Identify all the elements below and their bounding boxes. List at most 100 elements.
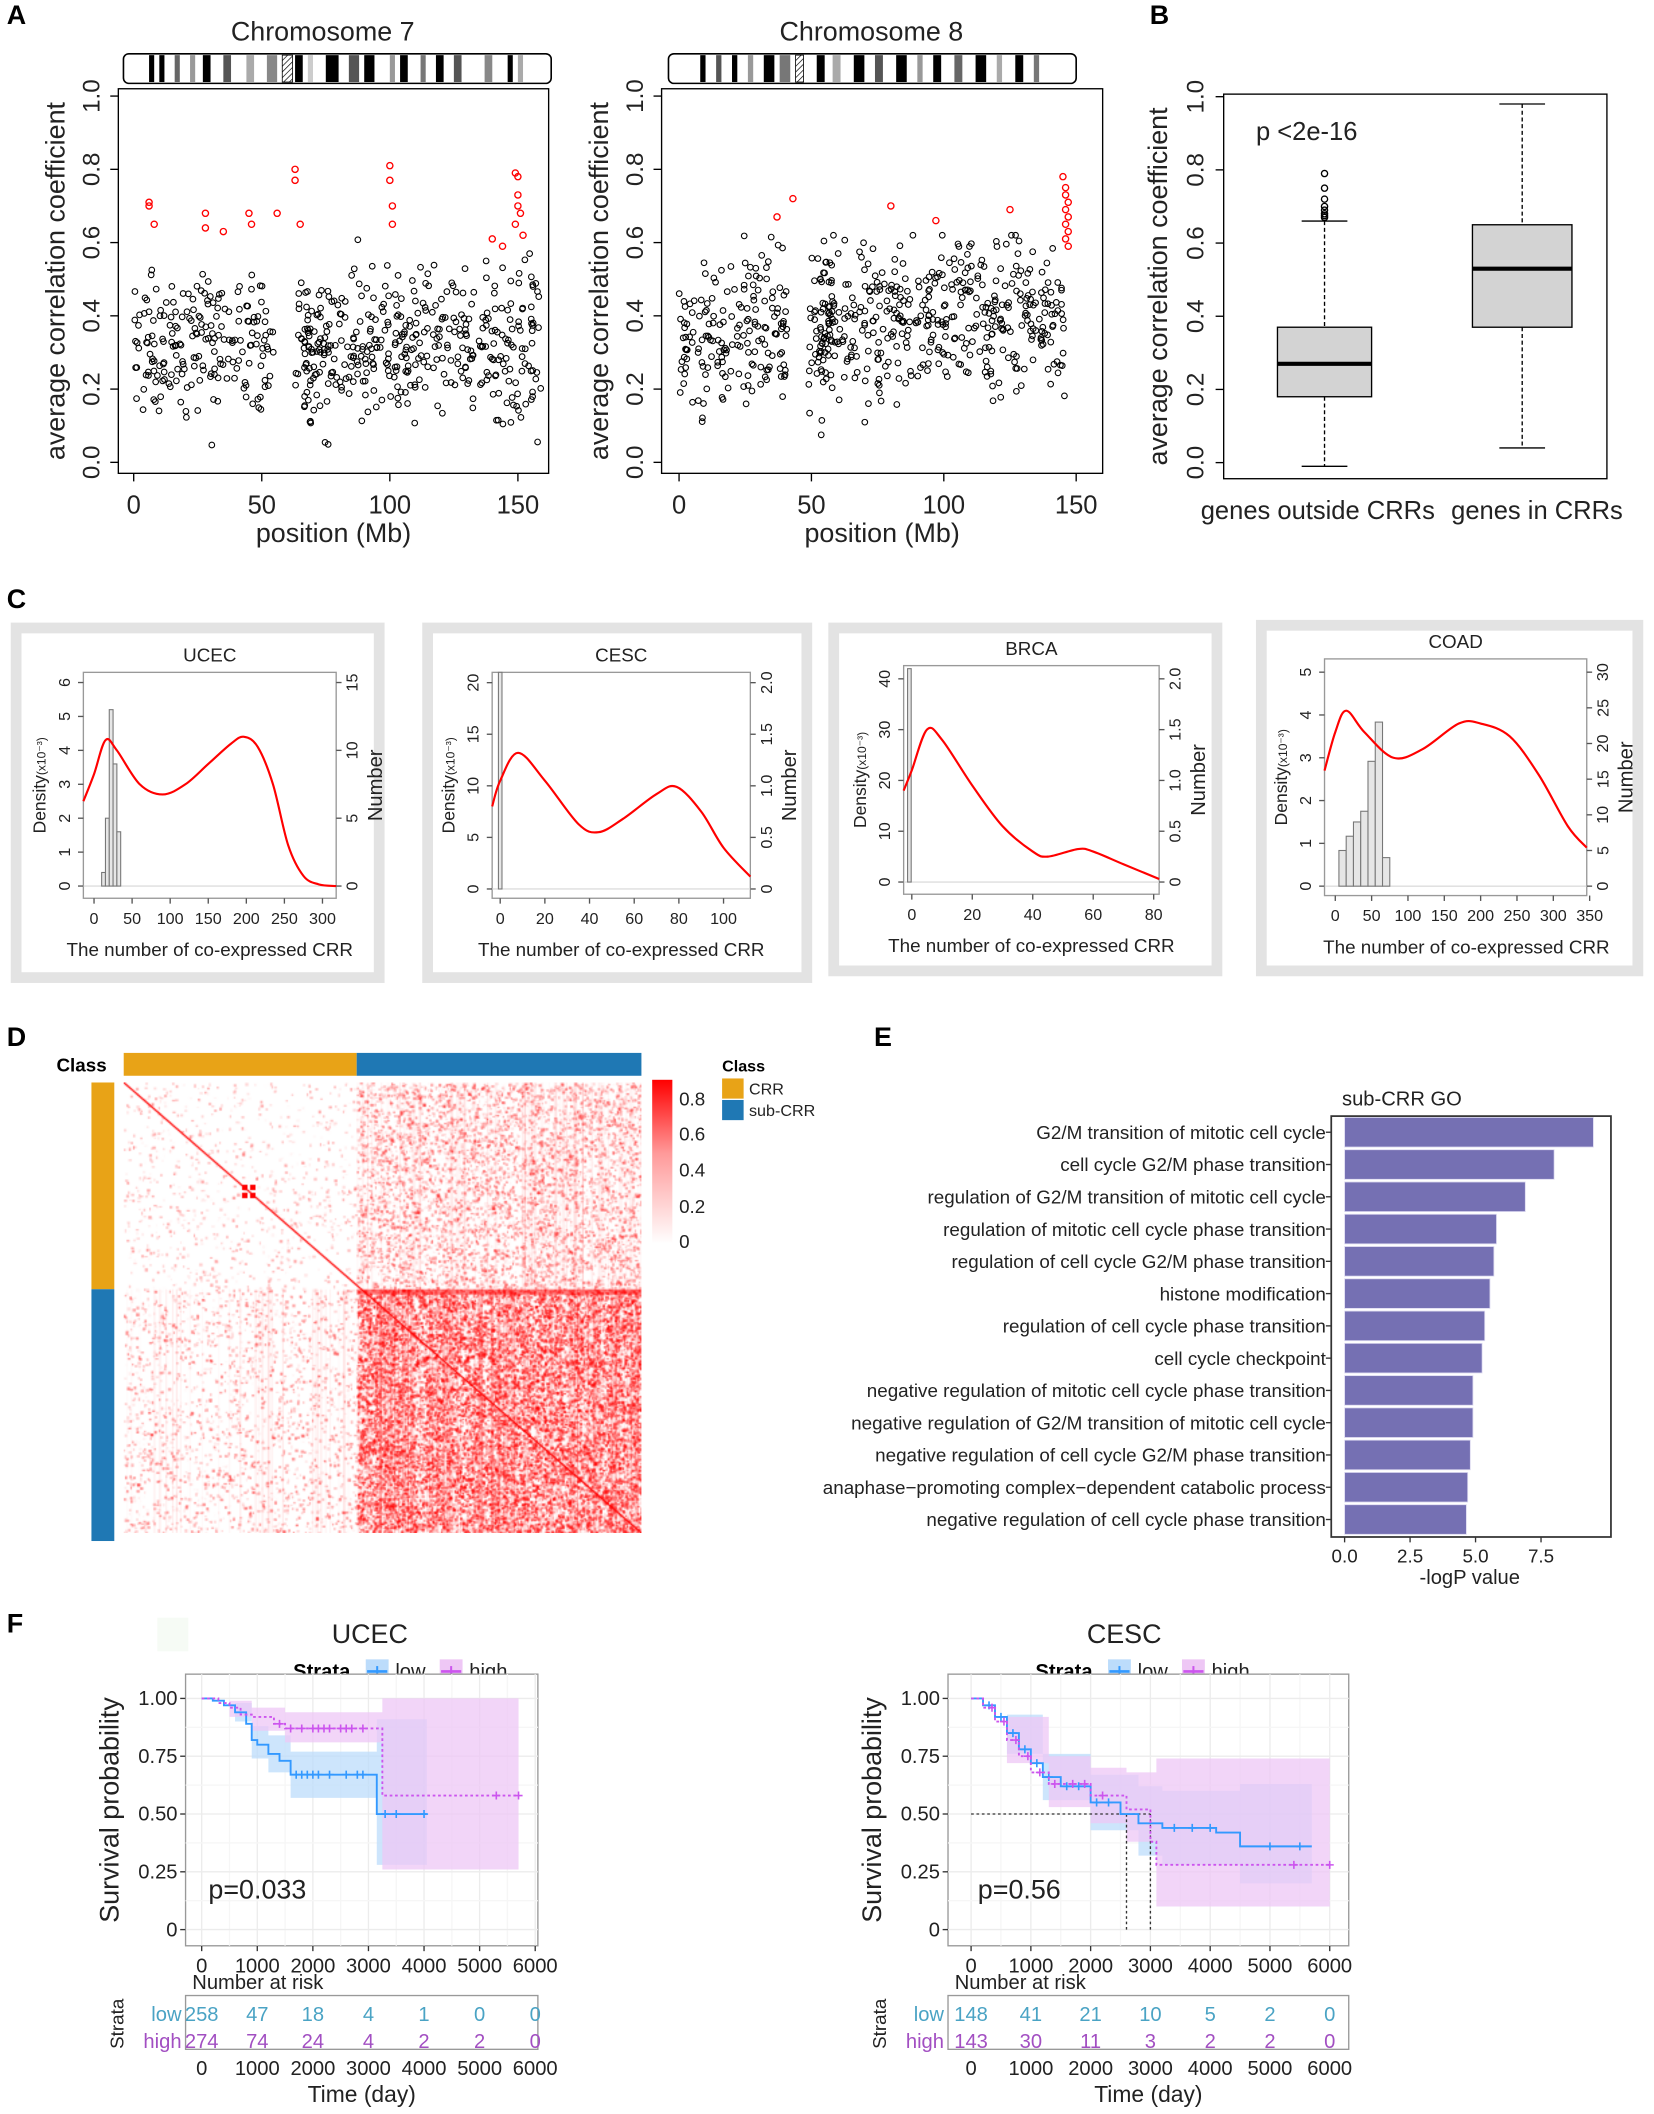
gene-point: [390, 373, 398, 381]
gene-point: [233, 365, 241, 372]
panel-label: C: [7, 584, 26, 614]
gene-point: [295, 300, 303, 308]
gene-point: [223, 375, 231, 382]
gene-point: [827, 371, 835, 379]
gene-point: [423, 352, 431, 360]
gene-point: [317, 304, 324, 312]
gene-point: [834, 250, 842, 257]
gene-point: [157, 393, 165, 401]
gene-point: [1048, 310, 1056, 318]
gene-point: [817, 326, 825, 333]
gene-point: [995, 379, 1003, 387]
ideogram-band: [159, 55, 165, 83]
gene-point: [478, 343, 486, 351]
gene-point: [701, 308, 709, 316]
histogram-bar: [1345, 835, 1354, 887]
risk-count: 0: [530, 2004, 541, 2026]
gene-point: [698, 359, 706, 366]
gene-point: [248, 329, 256, 337]
gene-point: [313, 391, 321, 399]
censor-mark: [358, 1770, 367, 1779]
risk-x-tick-label: 4000: [402, 2058, 447, 2080]
gene-point: [681, 303, 689, 310]
censor-mark: [381, 1809, 390, 1819]
gene-point: [156, 312, 164, 320]
gene-point: [771, 330, 779, 337]
gene-point: [771, 313, 778, 320]
gene-point: [206, 293, 214, 300]
gene-point: [430, 364, 437, 372]
gene-point: [734, 324, 741, 332]
outlier: [1320, 195, 1329, 203]
left-y-axis-label: Density(x10⁻³): [439, 737, 459, 833]
gene-point: [921, 296, 929, 304]
go-term-bar: [1344, 1375, 1474, 1406]
x-tick-label: 0: [90, 910, 99, 928]
x-tick-label: 200: [233, 910, 260, 928]
gene-point: [215, 331, 222, 339]
gene-point: [135, 344, 143, 352]
gene-point: [744, 315, 752, 323]
left-y-tick-label: 20: [876, 771, 894, 789]
gene-point: [261, 318, 269, 326]
crr-gene-point: [1061, 191, 1070, 199]
gene-point: [741, 259, 749, 267]
risk-table-y-label: Strata: [107, 1998, 128, 2049]
x-tick-label: 0: [496, 910, 505, 928]
gene-point: [935, 360, 943, 368]
x-tick-label: 3000: [1128, 1956, 1173, 1978]
gene-point: [490, 289, 498, 297]
censor-mark: [1265, 1842, 1274, 1851]
gene-point: [1047, 288, 1055, 296]
ideogram-band: [700, 55, 706, 83]
gene-point: [502, 335, 509, 343]
gene-point: [384, 318, 392, 326]
gene-point: [367, 325, 374, 333]
gene-point: [826, 259, 834, 267]
boxplot-chart: 0.0 0.2 0.4 0.6 0.8 1.0 average correlation co…: [1143, 80, 1623, 525]
x-tick-label: 150: [1431, 907, 1458, 925]
gene-point: [320, 351, 328, 359]
gene-point: [373, 343, 381, 351]
x-tick-label: 0: [965, 1956, 976, 1978]
gene-point: [746, 327, 753, 335]
gene-point: [1041, 330, 1049, 337]
gene-point: [925, 360, 932, 367]
gene-point: [341, 361, 348, 369]
gene-point: [319, 360, 327, 368]
gene-point: [254, 313, 262, 320]
gene-point: [378, 396, 386, 404]
left-y-tick-label: 2: [56, 814, 74, 823]
gene-point: [817, 348, 825, 355]
gene-point: [969, 338, 976, 346]
gene-point: [527, 303, 535, 311]
crr-gene-point: [516, 209, 525, 218]
gene-point: [315, 338, 323, 346]
gene-point: [841, 236, 849, 244]
gene-point: [683, 346, 691, 354]
gene-point: [844, 312, 852, 320]
gene-point: [861, 377, 869, 385]
gene-point: [482, 257, 490, 265]
risk-count: 258: [185, 2004, 219, 2026]
panel-title: CESC: [595, 645, 647, 666]
gene-point: [430, 261, 438, 269]
gene-point: [304, 329, 312, 337]
chromosome-scatter-plot: Chromosome 8 0.0 0.2 0.4 0.6 0.8 1.0 0 50 100 150 p…: [584, 16, 1104, 548]
gene-point: [196, 314, 204, 321]
y-tick-label: 0.75: [138, 1746, 177, 1768]
censor-mark: [999, 1717, 1008, 1726]
gene-point: [828, 279, 835, 287]
gene-point: [429, 331, 437, 338]
gene-point: [508, 394, 516, 401]
gene-point: [755, 337, 762, 345]
gene-point: [170, 298, 177, 306]
gene-point: [167, 313, 175, 321]
gene-point: [534, 438, 541, 446]
gene-point: [150, 317, 157, 324]
gene-point: [942, 323, 949, 331]
gene-point: [1013, 387, 1020, 395]
gene-point: [376, 344, 384, 351]
gene-point: [219, 361, 227, 368]
density-label: Density: [30, 775, 50, 834]
